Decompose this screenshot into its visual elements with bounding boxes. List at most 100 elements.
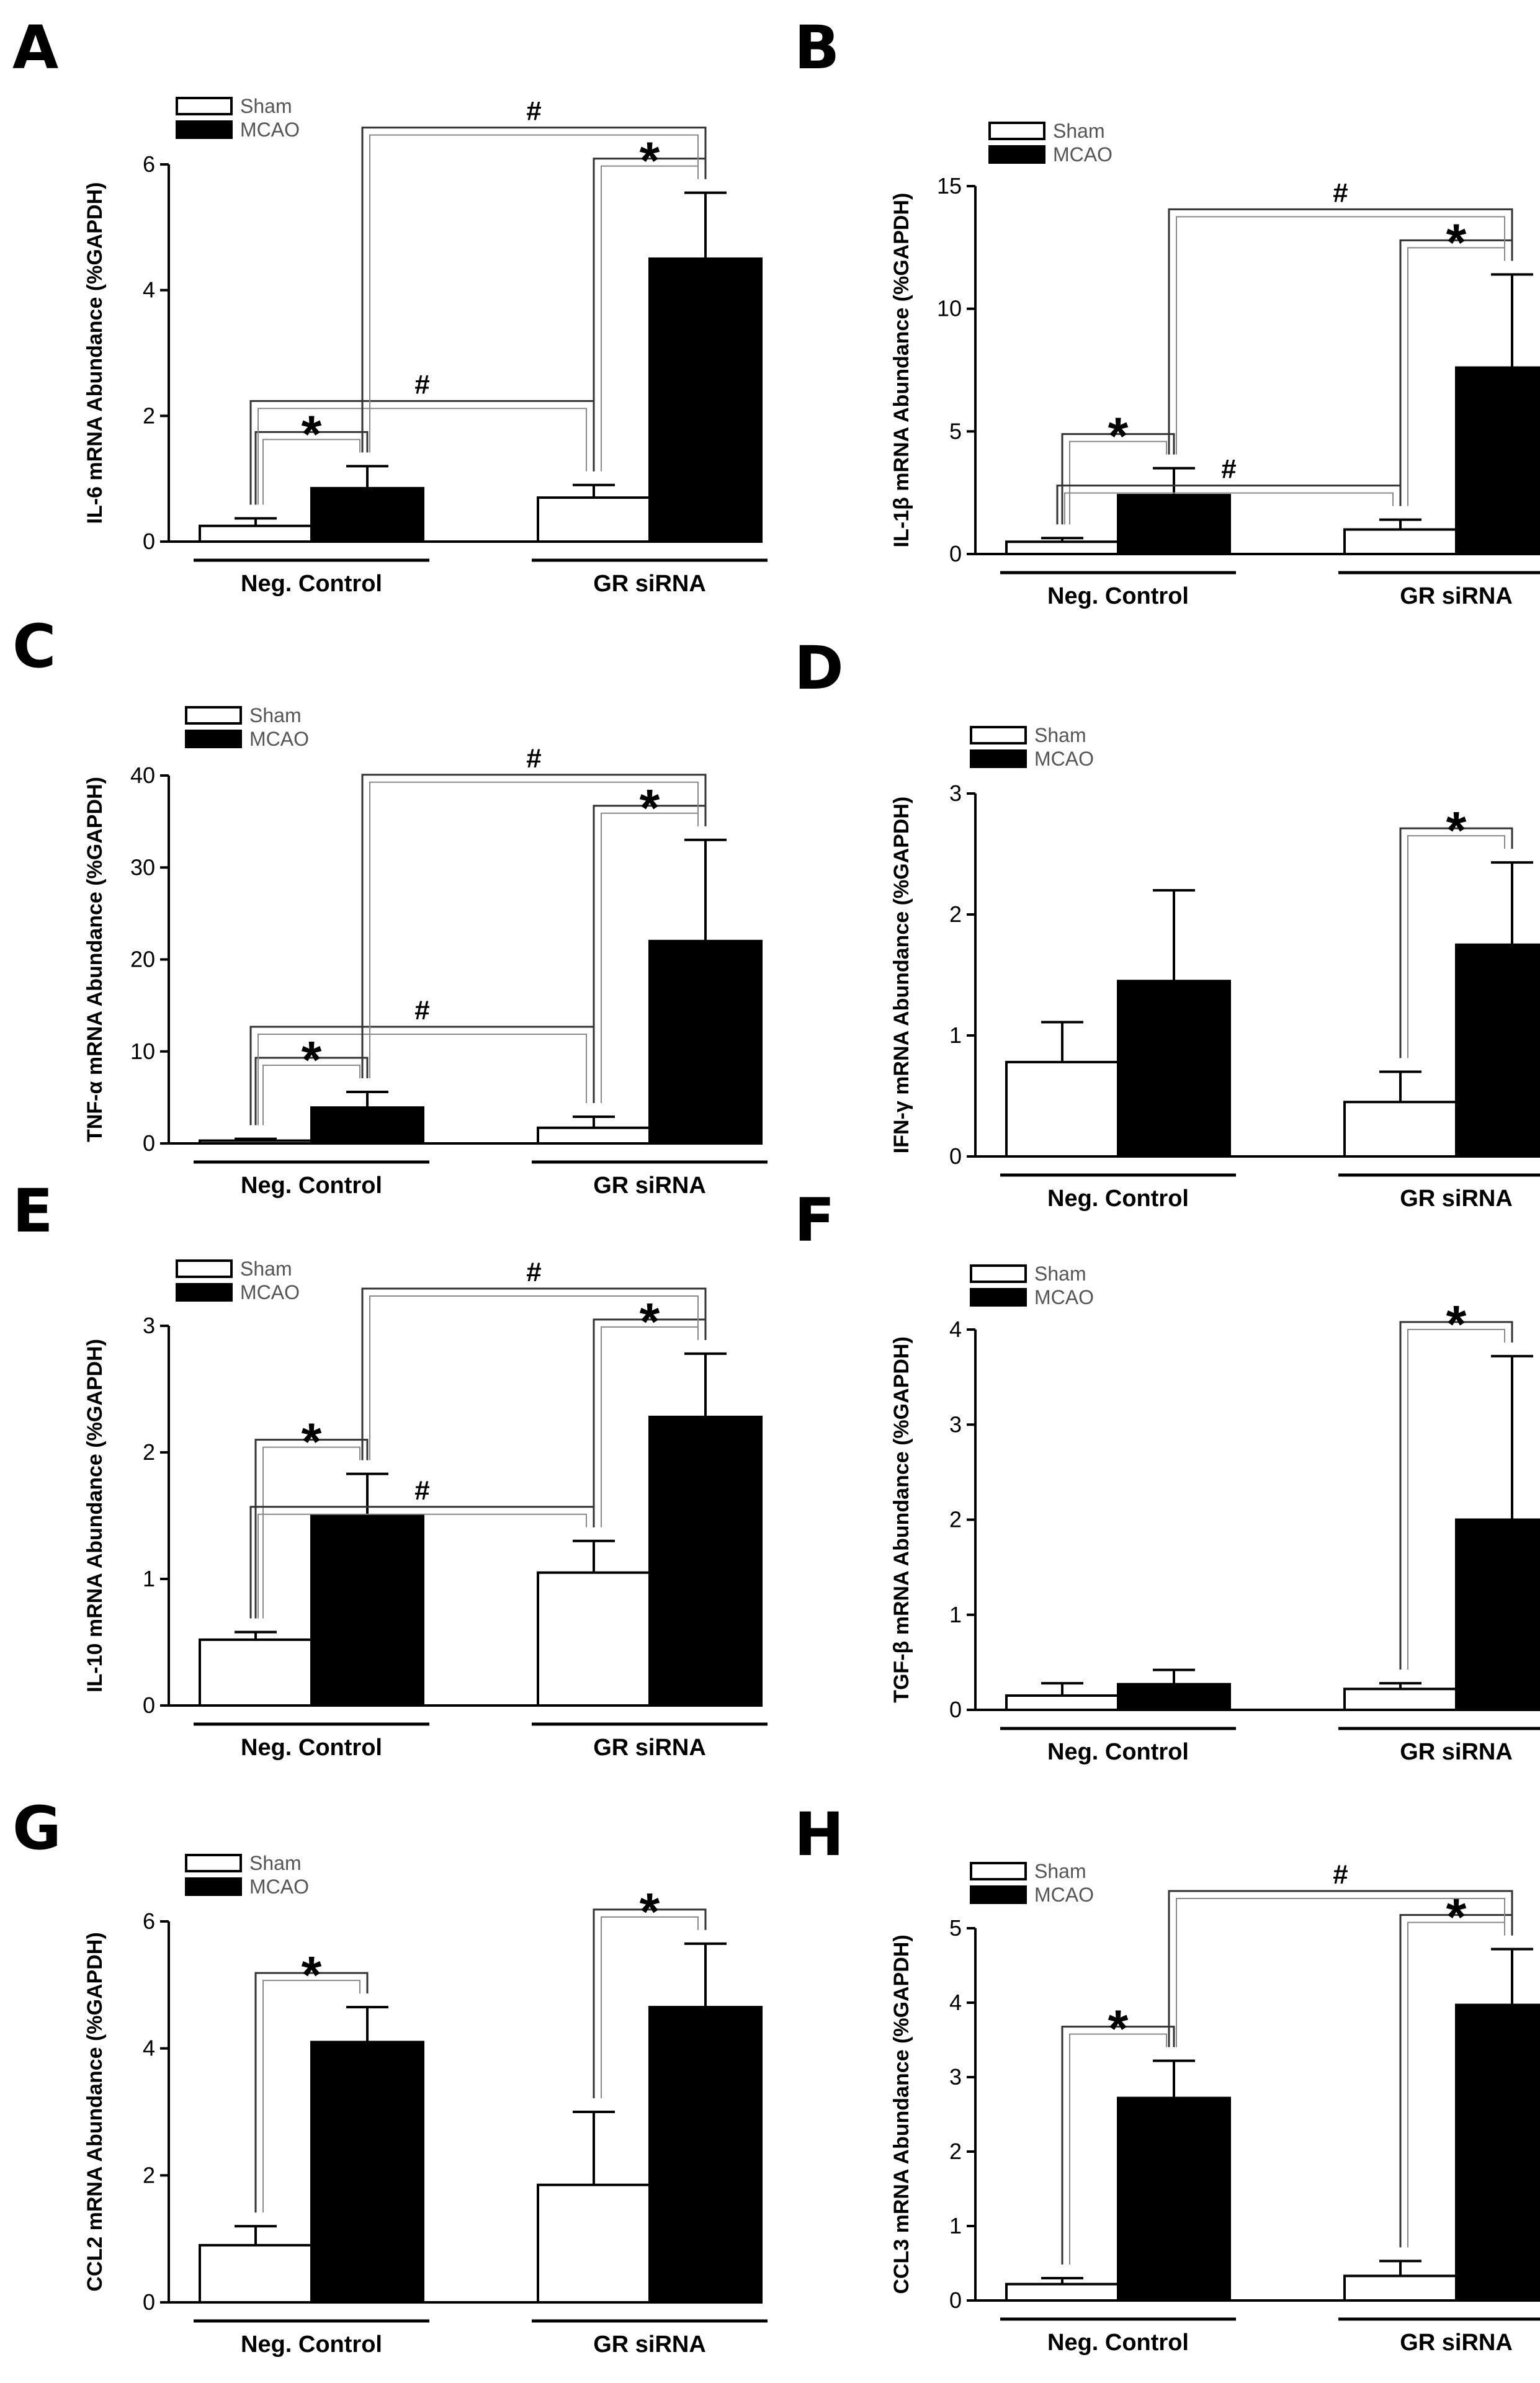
y-axis-label: CCL3 mRNA Abundance (%GAPDH) — [890, 1934, 913, 2294]
panel-f: F TGF-β mRNA Abundance (%GAPDH) 0 1 2 3 4 Neg. … — [794, 1186, 1540, 1765]
legend-swatch-mcao — [988, 145, 1045, 164]
significance-bracket — [1061, 433, 1175, 525]
significance-hash: # — [414, 995, 429, 1026]
panel-letter-d: D — [794, 633, 844, 703]
legend-label-mcao: MCAO — [1034, 1286, 1094, 1308]
y-tick-label: 6 — [143, 151, 155, 177]
bar-mcao-neg-control — [1117, 1683, 1231, 1712]
y-axis-label: IL-10 mRNA Abundance (%GAPDH) — [83, 1339, 107, 1692]
significance-bracket-inner — [257, 1033, 587, 1125]
significance-bracket — [1061, 2026, 1175, 2265]
significance-bracket — [1056, 485, 1402, 525]
significance-hash: # — [526, 1257, 541, 1287]
significance-bracket — [361, 774, 707, 1078]
x-group-label-neg-control: Neg. Control — [1047, 583, 1189, 609]
x-group-label-gr-sirna: GR siRNA — [1400, 1186, 1513, 1212]
significance-bracket-inner — [1069, 440, 1167, 525]
y-tick-label: 2 — [143, 403, 155, 428]
legend-swatch-sham — [970, 1862, 1027, 1880]
x-group-label-gr-sirna: GR siRNA — [593, 1735, 706, 1761]
significance-star: * — [640, 779, 660, 837]
panel-letter-h: H — [794, 1800, 844, 1869]
bar-sham-neg-control — [199, 524, 313, 543]
significance-bracket-inner — [369, 134, 699, 453]
y-tick-label: 0 — [949, 2287, 962, 2313]
x-group-label-neg-control: Neg. Control — [241, 1735, 382, 1761]
significance-bracket — [254, 1057, 369, 1125]
y-tick-label: 2 — [143, 1439, 155, 1465]
y-tick-label: 1 — [949, 1602, 962, 1627]
significance-bracket-inner — [257, 408, 587, 505]
y-tick-label: 10 — [937, 296, 962, 321]
legend-label-mcao: MCAO — [249, 728, 309, 750]
y-tick-label: 40 — [130, 762, 155, 788]
legend-swatch-mcao — [970, 1885, 1027, 1904]
legend-swatch-sham — [176, 1259, 233, 1278]
x-group-label-gr-sirna: GR siRNA — [593, 2332, 706, 2358]
panel-letter-g: G — [12, 1794, 61, 1863]
significance-bracket-inner — [262, 1980, 360, 2213]
significance-bracket — [249, 400, 595, 505]
bar-mcao-neg-control — [310, 486, 424, 543]
y-tick-label: 0 — [143, 1130, 155, 1156]
bar-mcao-gr-sirna — [1455, 366, 1540, 556]
legend-swatch-mcao — [970, 749, 1027, 768]
y-tick-label: 0 — [949, 1143, 962, 1169]
y-tick-label: 20 — [130, 947, 155, 972]
bar-mcao-gr-sirna — [648, 2006, 763, 2304]
legend-swatch-sham — [970, 1264, 1027, 1283]
significance-star: * — [1446, 801, 1467, 859]
bar-mcao-gr-sirna — [1455, 2003, 1540, 2302]
y-tick-label: 6 — [143, 1908, 155, 1934]
significance-hash: # — [526, 743, 541, 774]
significance-star: * — [1446, 1295, 1467, 1353]
y-tick-label: 3 — [143, 1313, 155, 1338]
bar-sham-gr-sirna — [537, 1126, 651, 1145]
panel-g: G CCL2 mRNA Abundance (%GAPDH) 0 2 4 6 Neg. Co… — [12, 1794, 768, 2358]
y-axis-label: TNF-α mRNA Abundance (%GAPDH) — [83, 777, 107, 1142]
bar-mcao-gr-sirna — [648, 257, 763, 543]
y-tick-label: 2 — [143, 2162, 155, 2188]
legend-swatch-sham — [185, 706, 242, 725]
y-tick-label: 15 — [937, 173, 962, 199]
significance-bracket-inner — [601, 1916, 699, 2098]
legend-swatch-sham — [185, 1854, 242, 1872]
x-group-label-gr-sirna: GR siRNA — [1400, 1739, 1513, 1765]
significance-star: * — [302, 1413, 322, 1471]
significance-hash: # — [1333, 177, 1348, 208]
significance-bracket-inner — [1176, 216, 1505, 455]
y-tick-label: 1 — [949, 1022, 962, 1048]
legend-label-sham: Sham — [1053, 120, 1105, 142]
legend-label-sham: Sham — [249, 704, 302, 727]
bar-sham-neg-control — [199, 1139, 313, 1145]
y-tick-label: 10 — [130, 1039, 155, 1064]
legend-swatch-mcao — [185, 1877, 242, 1896]
legend-label-sham: Sham — [240, 95, 292, 117]
significance-hash: # — [526, 96, 541, 127]
legend-swatch-sham — [988, 122, 1045, 140]
legend-swatch-sham — [176, 97, 233, 115]
y-tick-label: 2 — [949, 2139, 962, 2164]
y-tick-label: 0 — [143, 1692, 155, 1718]
y-axis-label: TGF-β mRNA Abundance (%GAPDH) — [890, 1336, 913, 1703]
significance-star: * — [640, 1292, 660, 1351]
panel-d: D IFN-γ mRNA Abundance (%GAPDH) 0 1 2 3 Neg. C… — [794, 633, 1540, 1212]
x-group-label-neg-control: Neg. Control — [241, 571, 382, 597]
bar-sham-gr-sirna — [537, 1571, 651, 1707]
x-group-label-neg-control: Neg. Control — [241, 1173, 382, 1199]
significance-bracket-inner — [369, 781, 699, 1078]
significance-star: * — [1108, 2000, 1129, 2058]
y-tick-label: 4 — [143, 2036, 155, 2061]
significance-star: * — [302, 1946, 322, 2004]
legend-label-sham: Sham — [1034, 1263, 1086, 1285]
significance-bracket — [254, 1972, 369, 2213]
y-axis-label: IL-1β mRNA Abundance (%GAPDH) — [890, 193, 913, 548]
y-tick-label: 5 — [949, 1915, 962, 1941]
y-tick-label: 0 — [143, 2289, 155, 2315]
bar-mcao-neg-control — [310, 1106, 424, 1145]
bar-sham-neg-control — [199, 1638, 313, 1707]
y-tick-label: 5 — [949, 418, 962, 444]
significance-hash: # — [1221, 454, 1236, 485]
y-tick-label: 30 — [130, 854, 155, 880]
